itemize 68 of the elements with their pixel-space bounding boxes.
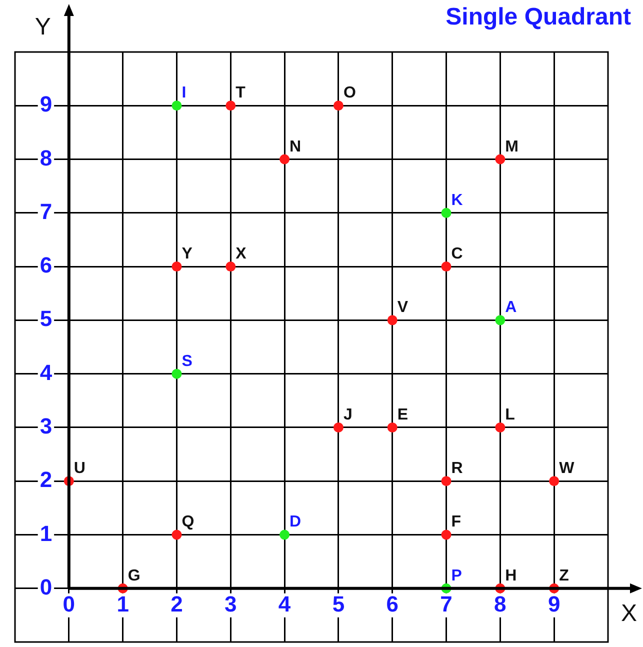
data-label: S [182, 352, 193, 370]
y-tick-label: 7 [40, 198, 52, 224]
data-label: N [290, 138, 302, 156]
point [333, 100, 344, 111]
point [387, 422, 398, 432]
point [280, 154, 290, 164]
data-label: D [290, 514, 302, 531]
x-tick-label: 6 [386, 591, 398, 616]
data-label: J [343, 406, 352, 424]
data-label: L [505, 406, 516, 424]
point [441, 530, 452, 540]
y-tick-label: 8 [40, 145, 52, 170]
data-label: T [236, 84, 246, 102]
x-tick-label: 4 [278, 591, 292, 616]
data-label: E [397, 406, 408, 424]
y-tick-label: 6 [40, 252, 52, 278]
y-tick-label: 1 [40, 520, 52, 546]
data-label: X [236, 246, 247, 263]
data-label: H [505, 567, 517, 584]
x-tick-label: 3 [224, 591, 237, 616]
point [441, 262, 452, 272]
point [333, 422, 344, 432]
y-tick-label: 0 [40, 574, 52, 600]
y-axis-title: Y [34, 14, 51, 41]
data-label: C [451, 246, 464, 263]
data-label: R [451, 460, 464, 478]
point [549, 476, 560, 486]
data-label: V [397, 299, 408, 316]
data-label: Q [182, 514, 194, 531]
x-tick-label: 2 [170, 591, 183, 616]
point [387, 315, 398, 326]
point [172, 100, 182, 111]
data-label: M [505, 138, 519, 156]
y-tick-label: 3 [40, 414, 52, 439]
point [441, 476, 452, 486]
point [226, 262, 236, 272]
x-axis-title: X [620, 600, 638, 627]
data-label: U [74, 460, 86, 478]
chart-title: Single Quadrant [446, 4, 632, 31]
point [226, 100, 236, 111]
y-tick-label: 4 [40, 360, 53, 385]
x-tick-label: 1 [116, 591, 129, 616]
data-label: O [343, 84, 356, 102]
point [172, 262, 182, 272]
point [172, 368, 182, 379]
data-label: F [451, 514, 462, 531]
x-tick-label: 9 [548, 591, 560, 616]
point [280, 530, 290, 540]
data-label: G [128, 567, 140, 584]
data-label: A [505, 299, 518, 316]
x-tick-label: 5 [332, 591, 345, 616]
point [495, 422, 506, 432]
data-label: I [182, 84, 186, 102]
x-tick-label: 7 [440, 591, 452, 616]
point [495, 154, 506, 164]
data-label: Z [559, 567, 570, 584]
data-label: K [451, 192, 464, 209]
data-label: Y [182, 246, 193, 263]
point [441, 208, 452, 218]
y-tick-label: 5 [40, 306, 52, 332]
y-tick-label: 2 [40, 467, 52, 492]
x-tick-label: 0 [62, 591, 76, 616]
data-label: P [451, 567, 462, 584]
y-tick-label: 9 [40, 92, 52, 117]
point [172, 530, 182, 540]
data-label: W [559, 460, 576, 478]
x-tick-label: 8 [494, 591, 506, 616]
point [495, 315, 506, 326]
